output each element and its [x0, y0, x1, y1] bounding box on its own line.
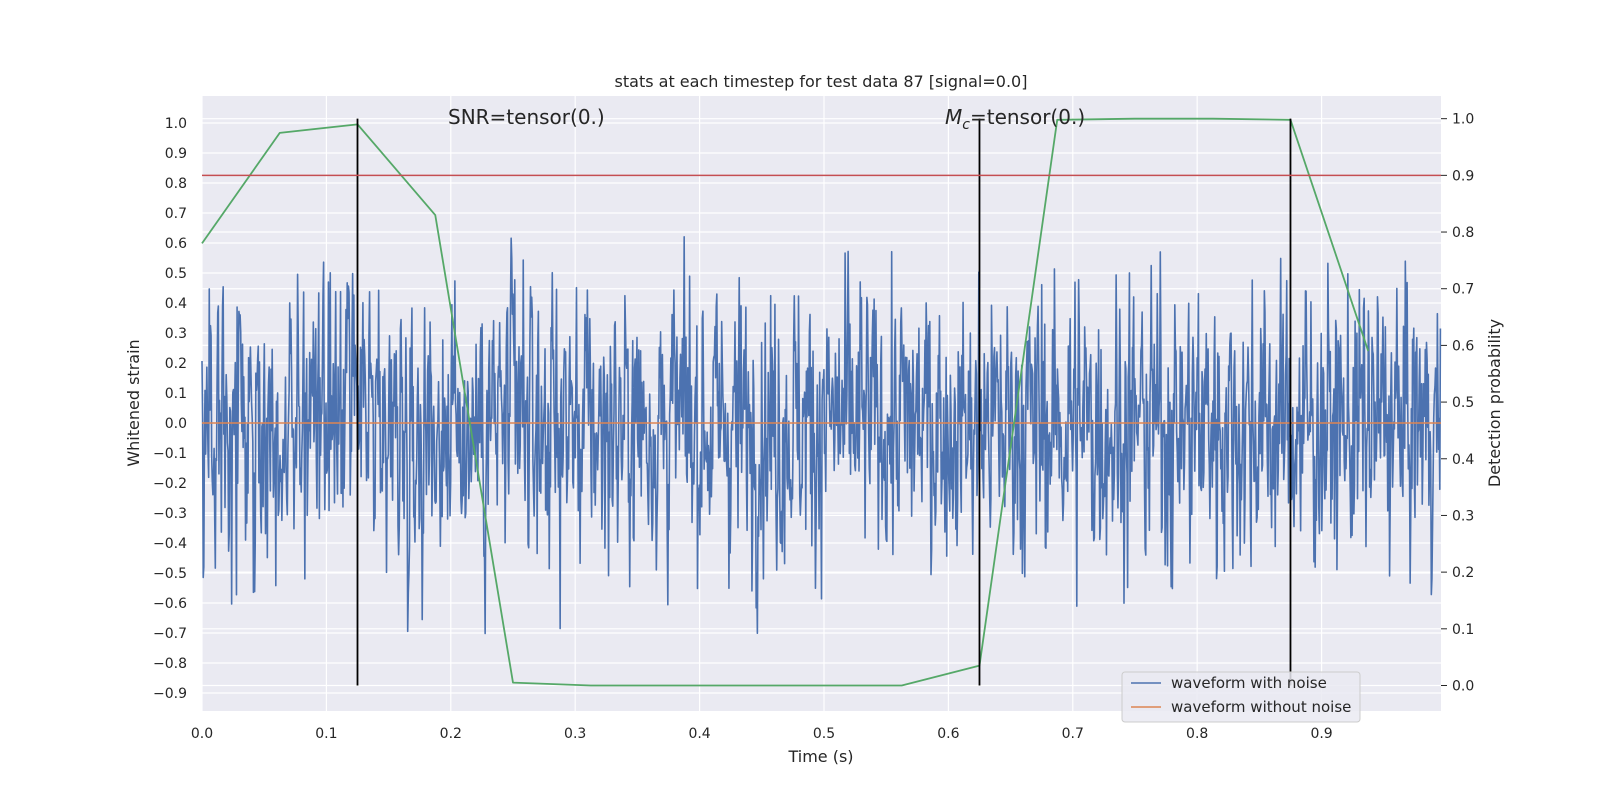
y-tick-label-left: 0.7	[165, 206, 187, 222]
legend: waveform with noise waveform without noi…	[1121, 671, 1361, 723]
y-tick-label-left: −0.1	[153, 446, 187, 462]
detection-probability-line	[201, 117, 1370, 687]
y-tick-label-left: 0.4	[165, 296, 187, 312]
snr-annotation: SNR=tensor(0.)	[448, 105, 605, 129]
y-tick-label-right: 0.4	[1452, 452, 1474, 468]
y-tick-label-left: 0.0	[165, 416, 187, 432]
y-tick-label-right: 0.5	[1452, 395, 1474, 411]
x-tick-label: 0.2	[440, 726, 462, 742]
y-tick-label-right: 0.0	[1452, 678, 1474, 694]
vertical-markers	[356, 118, 1292, 686]
y-tick-label-left: −0.9	[153, 686, 187, 702]
x-tick-label: 0.7	[1062, 726, 1084, 742]
y-ticks-right: 1.0 0.9 0.8 0.7 0.6 0.5 0.4 0.3 0.2 0.1 0.0	[1441, 112, 1474, 694]
x-tick-label: 0.9	[1310, 726, 1332, 742]
y-tick-label-right: 0.8	[1452, 225, 1474, 241]
y-tick-label-right: 0.6	[1452, 338, 1474, 354]
y-tick-label-left: −0.5	[153, 566, 187, 582]
series-detection-probability	[201, 117, 1370, 687]
x-ticks: 0.0 0.1 0.2 0.3 0.4 0.5 0.6 0.7 0.8 0.9	[191, 726, 1333, 742]
y-tick-label-left: 0.3	[165, 326, 187, 342]
y-tick-label-left: −0.4	[153, 536, 187, 552]
y-tick-label-right: 0.3	[1452, 508, 1474, 524]
legend-label-clean: waveform without noise	[1171, 698, 1351, 716]
y-axis-label-left: Whitened strain	[124, 339, 143, 466]
y-tick-label-right: 0.2	[1452, 565, 1474, 581]
y-axis-label-right: Detection probability	[1485, 319, 1504, 487]
x-tick-label: 0.3	[564, 726, 586, 742]
series-waveform-with-noise	[201, 236, 1442, 635]
y-tick-label-right: 0.7	[1452, 282, 1474, 298]
y-tick-label-right: 0.9	[1452, 168, 1474, 184]
x-tick-label: 0.8	[1186, 726, 1208, 742]
y-tick-label-left: 0.9	[165, 146, 187, 162]
waveform-with-noise-line	[201, 236, 1442, 635]
y-tick-label-left: −0.3	[153, 506, 187, 522]
x-axis-label: Time (s)	[787, 747, 853, 766]
y-tick-label-left: 0.6	[165, 236, 187, 252]
y-tick-label-left: 0.1	[165, 386, 187, 402]
mc-value: =tensor(0.)	[970, 105, 1085, 129]
legend-box	[1121, 671, 1361, 723]
chart-title: stats at each timestep for test data 87 …	[615, 72, 1028, 91]
x-tick-label: 0.6	[937, 726, 959, 742]
mc-symbol: M	[945, 105, 962, 129]
y-tick-label-left: −0.7	[153, 626, 187, 642]
x-tick-label: 0.0	[191, 726, 213, 742]
y-ticks-left: 1.0 0.9 0.8 0.7 0.6 0.5 0.4 0.3 0.2 0.1 0.0 −0.1 −0.…	[153, 116, 187, 702]
y-tick-label-right: 1.0	[1452, 112, 1474, 128]
y-tick-label-left: 1.0	[165, 116, 187, 132]
mc-annotation: Mc=tensor(0.)	[945, 105, 1085, 133]
x-tick-label: 0.5	[813, 726, 835, 742]
x-tick-label: 0.4	[688, 726, 710, 742]
x-tick-label: 0.1	[315, 726, 337, 742]
y-tick-label-left: −0.2	[153, 476, 187, 492]
y-tick-label-left: −0.6	[153, 596, 187, 612]
y-tick-label-left: 0.8	[165, 176, 187, 192]
legend-label-noise: waveform with noise	[1171, 674, 1327, 692]
y-tick-label-left: 0.2	[165, 356, 187, 372]
mc-subscript: c	[962, 117, 970, 133]
y-tick-label-left: 0.5	[165, 266, 187, 282]
y-tick-label-left: −0.8	[153, 656, 187, 672]
y-tick-label-right: 0.1	[1452, 622, 1474, 638]
